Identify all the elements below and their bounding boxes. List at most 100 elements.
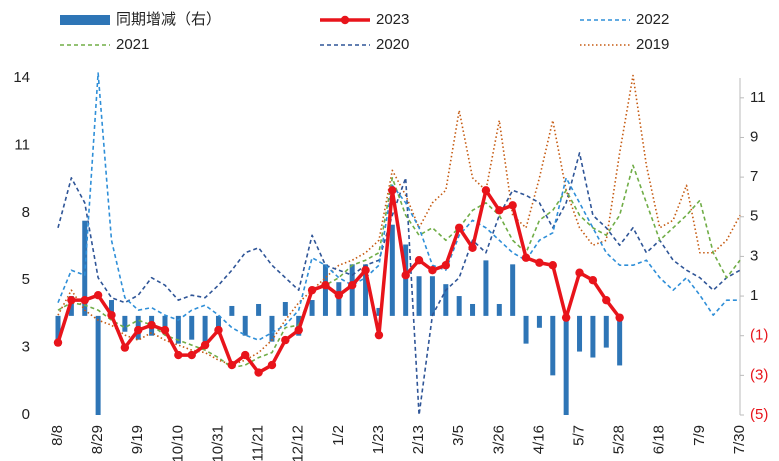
line-marker (361, 266, 370, 275)
y-tick-label: 11 (14, 136, 30, 153)
y2-tick-label: 11 (750, 89, 766, 106)
bar (389, 224, 395, 316)
x-tick-label: 3/26 (490, 425, 507, 454)
bar (349, 264, 355, 316)
line-marker (575, 268, 584, 277)
bar (95, 315, 101, 415)
line-marker (441, 261, 451, 270)
line-series (57, 72, 740, 341)
bar (403, 244, 409, 316)
x-tick-label: 5/7 (570, 425, 587, 446)
bar (202, 315, 208, 342)
y-tick-label: 3 (22, 339, 30, 356)
legend-label: 2022 (636, 11, 669, 28)
line-marker (93, 290, 103, 300)
line-marker (147, 320, 156, 330)
x-tick-label: 2/13 (410, 425, 427, 454)
line-marker (214, 325, 223, 335)
bar (175, 315, 181, 344)
bar (416, 276, 422, 316)
bar (376, 307, 382, 316)
line-marker (521, 253, 531, 262)
line-marker (481, 186, 491, 195)
bar (282, 302, 288, 316)
line-marker (588, 276, 598, 285)
x-tick-label: 12/12 (290, 425, 307, 461)
y2-tick-label: 7 (750, 168, 758, 185)
line-series (57, 164, 741, 369)
x-tick-label: 10/10 (169, 425, 186, 461)
bar (550, 315, 556, 376)
line-marker (160, 325, 170, 335)
line-marker (535, 258, 544, 267)
line-marker (388, 186, 397, 195)
x-tick-label: 10/31 (209, 425, 226, 461)
y2-tick-label: (5) (750, 406, 768, 423)
bar (456, 296, 462, 316)
line-marker (200, 340, 210, 350)
bar (55, 315, 61, 342)
bar (577, 315, 583, 352)
x-tick-label: 4/16 (530, 425, 547, 454)
line-marker (53, 338, 63, 347)
legend-label: 2020 (376, 36, 409, 53)
bar (536, 315, 542, 328)
legend-label: 2023 (376, 11, 409, 28)
bar (429, 276, 435, 316)
line-marker (615, 313, 624, 322)
y2-tick-label: 9 (750, 128, 758, 145)
x-tick-label: 5/28 (611, 425, 628, 454)
bar (603, 315, 609, 348)
bar (229, 305, 235, 316)
legend-label: 2021 (116, 36, 149, 53)
line-marker (227, 360, 237, 370)
bar (470, 303, 476, 316)
y2-tick-label: 3 (750, 247, 758, 264)
line-marker (294, 325, 303, 335)
line-marker (187, 350, 196, 360)
y2-tick-label: 5 (750, 208, 758, 225)
line-marker (307, 285, 317, 295)
line-series (57, 74, 741, 366)
x-tick-label: 1/23 (370, 425, 387, 454)
bar (483, 260, 489, 316)
y2-tick-label: (1) (750, 327, 768, 344)
line-marker (468, 243, 477, 252)
x-tick-label: 6/18 (651, 425, 668, 454)
x-tick-label: 3/5 (450, 425, 467, 446)
legend-swatch (60, 15, 110, 25)
bar (563, 315, 569, 415)
y2-tick-label: (3) (750, 366, 768, 383)
line-marker (454, 223, 464, 232)
bar (309, 300, 315, 316)
line-series (56, 188, 622, 375)
line-marker (107, 310, 116, 320)
bar (162, 315, 168, 334)
line-marker (254, 368, 263, 377)
line-marker (548, 261, 557, 270)
bar (496, 303, 502, 316)
bar (189, 315, 195, 340)
bar (590, 315, 596, 358)
line-marker (602, 295, 611, 305)
line-series (57, 152, 741, 416)
bar (322, 264, 328, 316)
line-marker (374, 330, 384, 340)
line-marker (267, 360, 277, 370)
bar (256, 303, 262, 316)
line-marker (120, 343, 130, 352)
line-marker (414, 256, 424, 265)
x-tick-label: 7/30 (731, 425, 748, 454)
x-tick-label: 1/2 (330, 425, 347, 446)
line-marker (241, 350, 250, 360)
y-tick-label: 0 (22, 406, 30, 423)
line-marker (561, 313, 571, 322)
line-marker (174, 350, 183, 360)
x-tick-label: 7/9 (691, 425, 708, 446)
bar (617, 315, 623, 366)
line-marker (508, 201, 517, 210)
line-marker (134, 325, 143, 335)
bar (215, 315, 221, 334)
legend-label: 2019 (636, 36, 669, 53)
